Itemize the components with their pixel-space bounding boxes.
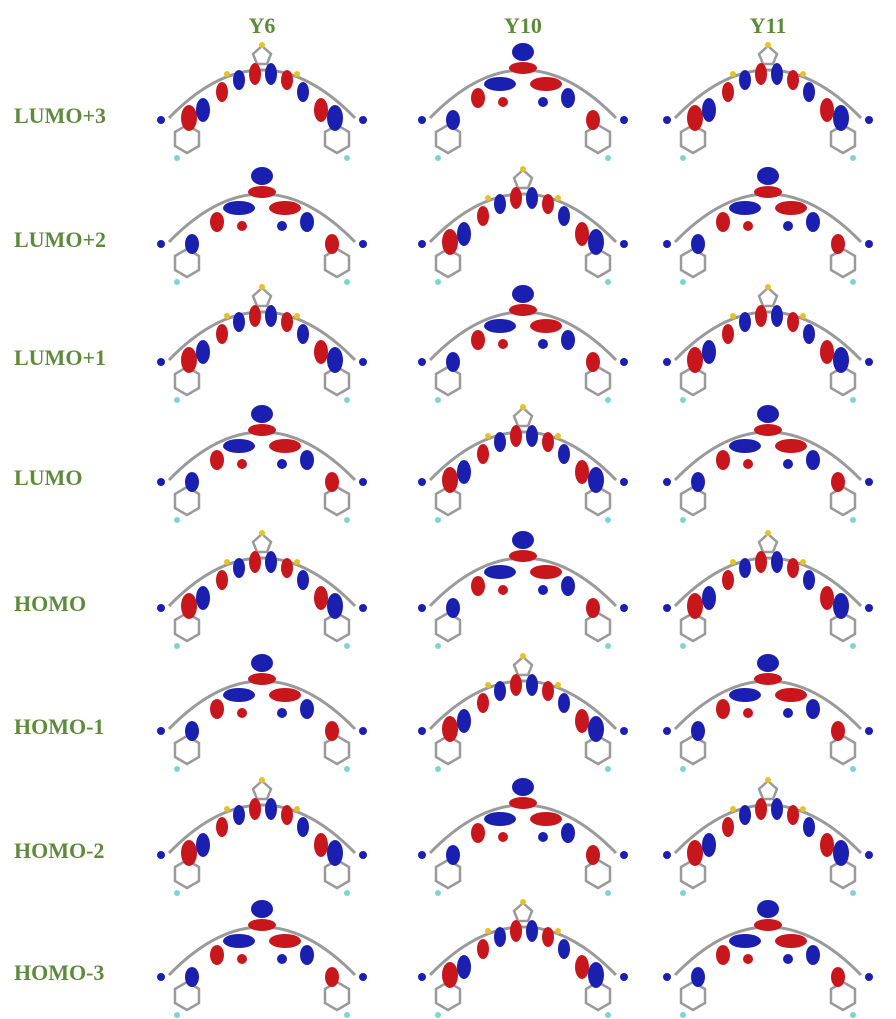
row-label: HOMO-3 (14, 960, 104, 985)
orbital-image (157, 167, 367, 285)
orbital-image (663, 900, 873, 1018)
row-label: LUMO+1 (14, 345, 106, 370)
orbital-image (663, 530, 873, 649)
orbital-image (157, 42, 367, 161)
row-label: LUMO (14, 465, 82, 490)
column-header: Y6 (249, 13, 276, 38)
orbital-image (157, 654, 367, 772)
row-label: HOMO-2 (14, 838, 104, 863)
column-header: Y10 (504, 13, 542, 38)
column-header: Y11 (750, 13, 787, 38)
orbital-image (418, 899, 628, 1018)
orbital-image (157, 284, 367, 403)
row-label: LUMO+2 (14, 227, 106, 252)
orbital-image (663, 405, 873, 523)
orbital-figure: Y6 Y10 Y11 LUMO+3 LUMO+2 LUMO+1 LUMO HOMO HOMO-1… (0, 0, 896, 1019)
row-label: HOMO-1 (14, 714, 104, 739)
orbital-image (157, 405, 367, 523)
orbital-image (663, 167, 873, 285)
orbital-image (157, 777, 367, 896)
orbital-image (418, 778, 628, 896)
orbital-image (418, 531, 628, 649)
orbital-image (418, 653, 628, 772)
orbital-image (418, 43, 628, 161)
orbital-image (418, 285, 628, 403)
orbital-image (418, 166, 628, 285)
orbital-image (663, 777, 873, 896)
orbital-image (157, 900, 367, 1018)
orbital-image (663, 654, 873, 772)
orbital-image (663, 42, 873, 161)
row-label: LUMO+3 (14, 103, 106, 128)
orbital-image (418, 404, 628, 523)
orbital-image (157, 530, 367, 649)
row-label: HOMO (14, 591, 86, 616)
orbital-image (663, 284, 873, 403)
